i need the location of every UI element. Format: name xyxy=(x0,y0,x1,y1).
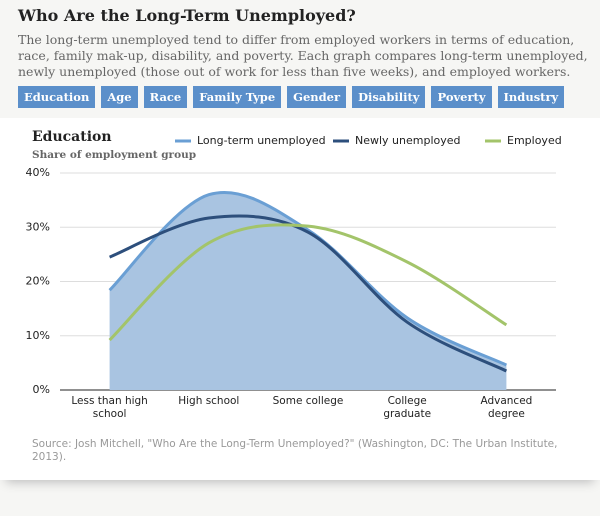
subtitle: The long-term unemployed tend to differ … xyxy=(18,32,588,79)
legend-label: Long-term unemployed xyxy=(197,134,326,147)
tab[interactable]: Disability xyxy=(352,86,426,108)
tab[interactable]: Education xyxy=(18,86,96,108)
tabs: Education Age Race Family Type Gender Disabil… xyxy=(18,86,565,108)
series-line xyxy=(108,223,508,342)
y-tick-label: 0% xyxy=(33,383,50,396)
y-tick-label: 10% xyxy=(26,329,50,342)
chart-subtitle: Share of employment group xyxy=(32,149,196,161)
series-line xyxy=(109,214,508,373)
x-tick-label: College graduate xyxy=(383,395,432,420)
y-tick-label: 30% xyxy=(26,220,50,233)
tab[interactable]: Age xyxy=(101,86,138,108)
chart-title: Education xyxy=(32,129,112,145)
source: Source: Josh Mitchell, "Who Are the Long… xyxy=(32,438,558,463)
title: Who Are the Long-Term Unemployed? xyxy=(18,6,356,25)
legend-label: Employed xyxy=(507,134,562,147)
x-tick-label: Less than high school xyxy=(71,395,148,420)
tab[interactable]: Industry xyxy=(497,86,565,108)
tab[interactable]: Poverty xyxy=(431,86,492,108)
series-line xyxy=(108,190,508,367)
legend-label: Newly unemployed xyxy=(355,134,461,147)
y-tick-label: 40% xyxy=(26,166,50,179)
x-tick-label: Advanced degree xyxy=(480,395,533,420)
x-tick-label: Some college xyxy=(272,395,344,407)
y-tick-label: 20% xyxy=(26,275,50,288)
x-tick-label: High school xyxy=(178,395,240,407)
tab[interactable]: Gender xyxy=(287,86,347,108)
tab[interactable]: Family Type xyxy=(193,86,282,108)
tab[interactable]: Race xyxy=(143,86,188,108)
